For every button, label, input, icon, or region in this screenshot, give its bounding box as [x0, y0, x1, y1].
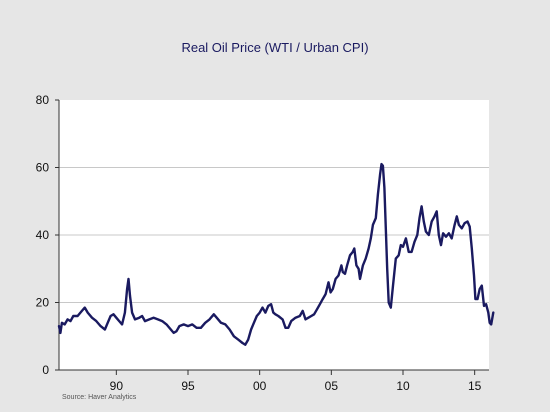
x-axis-ticks: 90 95 00 05 10 15: [110, 370, 482, 393]
y-tick-label: 0: [42, 363, 49, 377]
y-tick-label: 40: [36, 228, 50, 242]
chart-source-note: Source: Haver Analytics: [62, 394, 137, 401]
x-tick-label: 95: [181, 379, 195, 393]
x-tick-label: 00: [253, 379, 267, 393]
x-tick-label: 10: [396, 379, 410, 393]
x-tick-label: 05: [325, 379, 339, 393]
y-tick-label: 80: [36, 93, 50, 107]
y-tick-label: 60: [36, 161, 50, 175]
y-axis-ticks: 0 20 40 60 80: [36, 93, 59, 377]
chart-title: Real Oil Price (WTI / Urban CPI): [181, 40, 369, 55]
y-tick-label: 20: [36, 296, 50, 310]
x-tick-label: 90: [110, 379, 124, 393]
series-line: [57, 162, 495, 346]
x-tick-label: 15: [468, 379, 482, 393]
